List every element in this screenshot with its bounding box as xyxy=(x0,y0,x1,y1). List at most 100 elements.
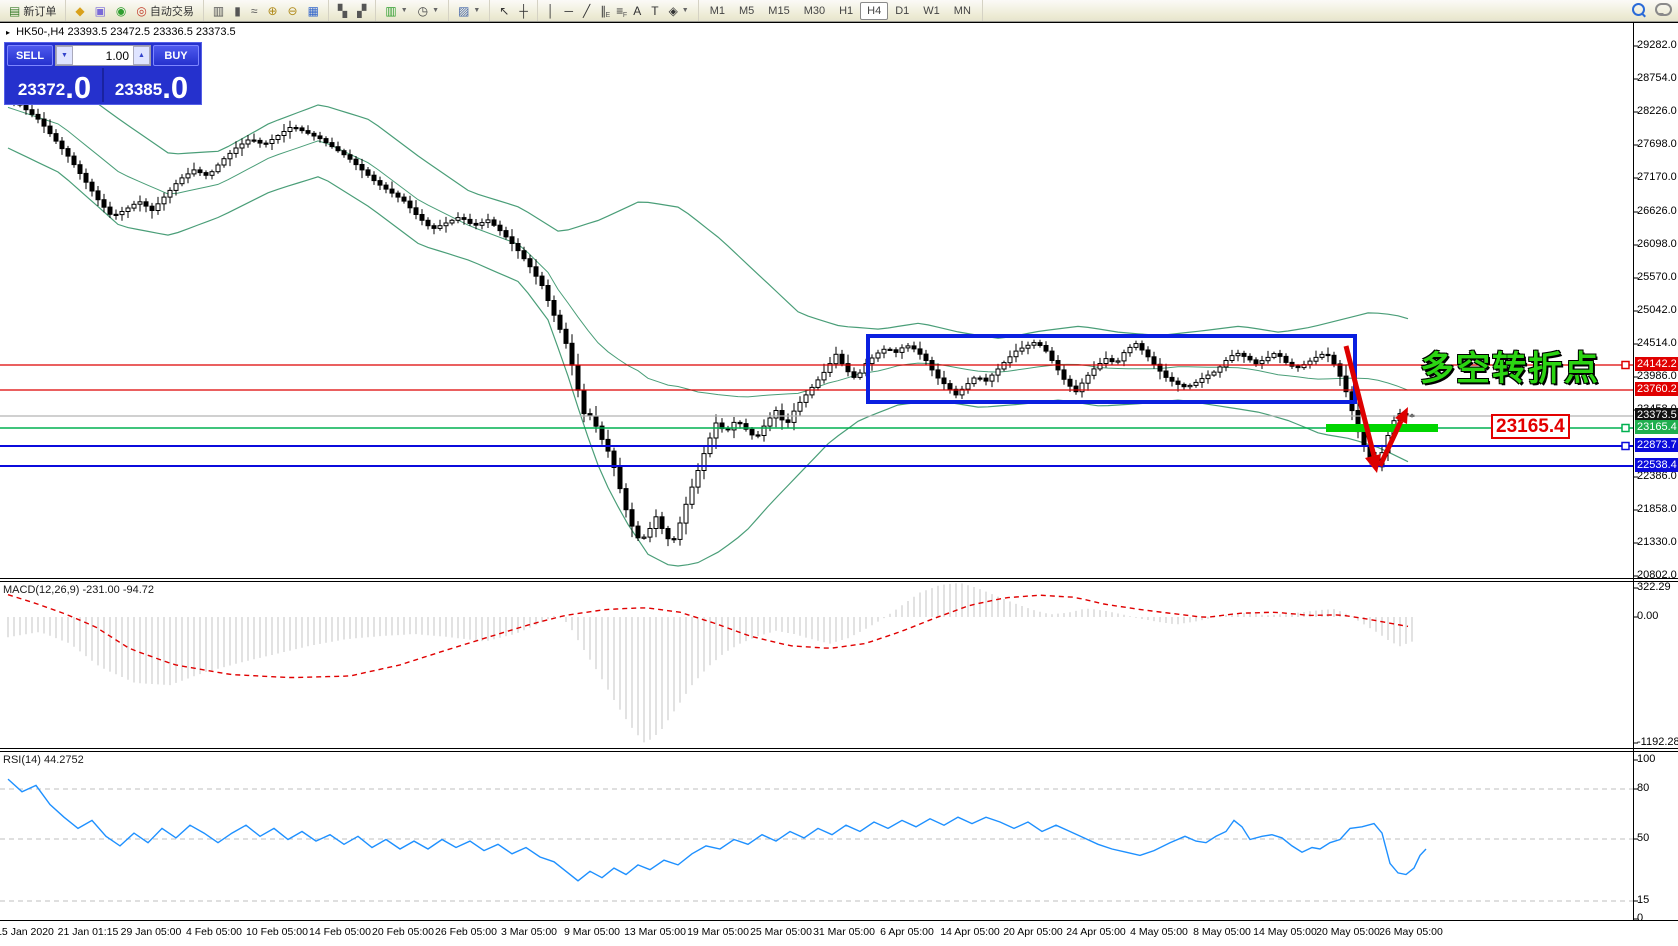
timeframe-h1-button[interactable]: H1 xyxy=(839,4,854,17)
auto-trade-button-label: 自动交易 xyxy=(149,5,194,18)
gold-icon[interactable]: ◆ xyxy=(70,3,89,19)
toolbar-group: ▤ 新订单 xyxy=(0,0,67,21)
bar-chart-icon: ▥ xyxy=(212,3,225,18)
fibonacci-icon: ≡ xyxy=(616,3,624,18)
toolbar-group: │ ─ ╱ ∥ E ≡ F A T ◈ ▼ xyxy=(538,0,699,21)
new-order-button[interactable]: ▤ 新订单 xyxy=(4,1,61,21)
trendline-button[interactable]: ╱ xyxy=(578,3,595,19)
ohlc-values: 23393.5 23472.5 23336.5 23373.5 xyxy=(67,26,236,38)
timeframe-m15-button[interactable]: M15 xyxy=(768,4,790,17)
signal-icon[interactable]: ◉ xyxy=(111,3,131,19)
shapes-button-dropdown-icon[interactable]: ▼ xyxy=(681,7,689,14)
auto-arrange-icon: ▚ xyxy=(337,3,348,18)
buy-price-frac: .0 xyxy=(162,70,189,105)
toolbar-group: ◆ ▣ ◉ ◎ 自动交易 xyxy=(66,0,204,21)
period-clock-button[interactable]: ◷ ▼ xyxy=(413,3,444,19)
cursor-icon: ↖ xyxy=(499,3,510,18)
tile-windows-button[interactable]: ▦ xyxy=(303,3,324,19)
new-chart-button[interactable]: ▥ ▼ xyxy=(380,3,412,19)
label-button[interactable]: T xyxy=(646,3,663,19)
cursor-button[interactable]: ↖ xyxy=(494,3,514,19)
timeframe-d1-button[interactable]: D1 xyxy=(895,4,910,17)
toolbar-group: ▨ ▼ xyxy=(449,0,491,21)
volume-input[interactable] xyxy=(73,46,133,65)
grid-arrange-button[interactable]: ▞ xyxy=(352,3,371,19)
channel-icon: ∥ xyxy=(600,3,607,18)
candlestick-chart-button[interactable]: ▮ xyxy=(229,3,246,19)
tile-windows-icon: ▦ xyxy=(307,3,319,18)
timeframe-h4-button[interactable]: H4 xyxy=(860,1,889,20)
toolbar-group: ▚ ▞ xyxy=(329,0,377,21)
hline-icon: ─ xyxy=(564,3,573,18)
label-icon: T xyxy=(651,3,659,18)
buy-button[interactable]: BUY xyxy=(153,45,199,66)
timeframe-m1-button[interactable]: M1 xyxy=(709,4,726,17)
volume-up-button[interactable]: ▲ xyxy=(133,46,150,65)
shapes-icon: ◈ xyxy=(668,3,678,18)
templates-icon: ▨ xyxy=(458,3,470,18)
sell-button[interactable]: SELL xyxy=(7,45,53,66)
search-icon[interactable] xyxy=(1632,3,1645,16)
vline-button[interactable]: │ xyxy=(542,3,560,19)
vline-icon: │ xyxy=(546,3,555,18)
new-chart-button-dropdown-icon[interactable]: ▼ xyxy=(400,7,408,14)
zoom-out-icon: ⊖ xyxy=(287,3,298,18)
zoom-in-button[interactable]: ⊕ xyxy=(262,3,282,19)
zoom-out-button[interactable]: ⊖ xyxy=(283,3,303,19)
timeframe-m30-button[interactable]: M30 xyxy=(803,4,826,17)
timeframe-m5-button[interactable]: M5 xyxy=(739,4,755,17)
text-icon: A xyxy=(633,3,642,18)
templates-button-dropdown-icon[interactable]: ▼ xyxy=(473,7,481,14)
chat-icon[interactable] xyxy=(1655,3,1672,16)
channel-button[interactable]: ∥ E xyxy=(600,3,611,19)
new-chart-icon: ▥ xyxy=(385,3,397,18)
line-chart-icon: ≈ xyxy=(250,3,258,18)
auto-arrange-button[interactable]: ▚ xyxy=(333,3,352,19)
shapes-button[interactable]: ◈ ▼ xyxy=(664,3,694,19)
crosshair-button[interactable]: ┼ xyxy=(514,3,533,19)
turning-point-annotation[interactable]: 多空转折点 xyxy=(1420,350,1600,388)
new-order-button-label: 新订单 xyxy=(23,5,57,18)
toolbar-group: ▥ ▮ ≈ ⊕ ⊖ ▦ xyxy=(204,0,329,21)
toolbar: ▤ 新订单 ◆ ▣ ◉ ◎ 自动交易 ▥ ▮ ≈ ⊕ ⊖ ▦ ▚ ▞ ▥ ▼ ◷ ▼ ▨ ▼ ↖ ┼ │ ─ ╱ ∥ E ≡ F A T ◈ ▼ M… xyxy=(0,0,1678,22)
trendline-icon: ╱ xyxy=(582,3,591,18)
sell-price[interactable]: 23372 .0 xyxy=(7,68,104,105)
volume-down-button[interactable]: ▼ xyxy=(56,46,73,65)
text-button[interactable]: A xyxy=(628,3,646,19)
auto-trade-icon: ◎ xyxy=(136,3,147,18)
grid-arrange-icon: ▞ xyxy=(357,3,367,18)
gold-icon-icon: ◆ xyxy=(75,3,85,18)
buy-price-main: 23385 xyxy=(114,80,163,99)
signal-icon-icon: ◉ xyxy=(115,3,127,18)
toolbar-group: ↖ ┼ xyxy=(490,0,538,21)
level-price-callout[interactable]: 23165.4 xyxy=(1491,414,1570,439)
macd-indicator-label: MACD(12,26,9) -231.00 -94.72 xyxy=(3,584,155,596)
timeframe-group: M1 M5 M15 M30 H1 H4 D1 W1 MN xyxy=(699,0,983,21)
timeframe-mn-button[interactable]: MN xyxy=(953,4,971,17)
publish-icon[interactable]: ▣ xyxy=(90,3,111,19)
symbol-marker-icon: ▸ xyxy=(6,28,11,37)
volume-stepper: ▼ ▲ xyxy=(55,45,151,66)
publish-icon-icon: ▣ xyxy=(94,3,106,18)
one-click-trade-panel: SELL ▼ ▲ BUY 23372 .0 23385 .0 xyxy=(4,42,202,105)
buy-price[interactable]: 23385 .0 xyxy=(104,68,199,105)
sell-price-frac: .0 xyxy=(65,70,92,105)
sell-price-main: 23372 xyxy=(17,80,66,99)
candlestick-chart-icon: ▮ xyxy=(234,3,241,18)
templates-button[interactable]: ▨ ▼ xyxy=(453,3,485,19)
line-chart-button[interactable]: ≈ xyxy=(246,3,263,19)
bar-chart-button[interactable]: ▥ xyxy=(208,3,229,19)
crosshair-icon: ┼ xyxy=(519,3,528,18)
auto-trade-button[interactable]: ◎ 自动交易 xyxy=(131,1,198,21)
symbol-ohlc-line: ▸ HK50-,H4 23393.5 23472.5 23336.5 23373… xyxy=(6,26,236,38)
period-clock-button-dropdown-icon[interactable]: ▼ xyxy=(432,7,440,14)
hline-button[interactable]: ─ xyxy=(559,3,578,19)
fibonacci-button[interactable]: ≡ F xyxy=(616,3,628,19)
symbol-name: HK50-,H4 xyxy=(16,26,65,38)
zoom-in-icon: ⊕ xyxy=(267,3,278,18)
new-order-icon: ▤ xyxy=(9,3,21,18)
period-clock-icon: ◷ xyxy=(417,3,429,18)
timeframe-w1-button[interactable]: W1 xyxy=(923,4,940,17)
toolbar-group: ▥ ▼ ◷ ▼ xyxy=(376,0,450,21)
